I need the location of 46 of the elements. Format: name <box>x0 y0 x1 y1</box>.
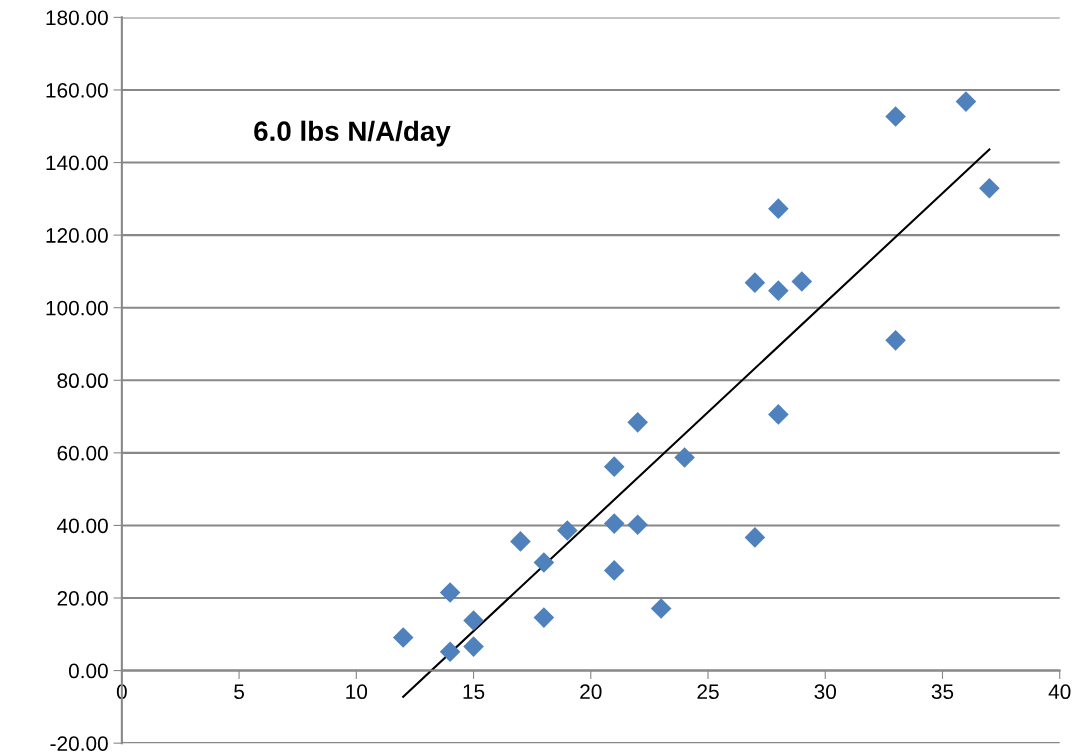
y-tick-label: 80.00 <box>57 373 108 389</box>
x-tick-label: 35 <box>931 684 954 700</box>
x-tick-label: 5 <box>234 684 245 700</box>
point <box>627 412 648 433</box>
point <box>979 178 1000 199</box>
point <box>885 106 906 127</box>
point <box>533 607 555 628</box>
x-tick-label: 15 <box>463 684 485 700</box>
point <box>768 404 789 425</box>
point <box>603 513 625 534</box>
point <box>955 91 977 112</box>
y-tick-label: 40.00 <box>57 518 108 534</box>
point <box>463 610 484 631</box>
point <box>650 598 672 619</box>
x-tick-label: 25 <box>697 684 719 700</box>
point <box>557 520 578 541</box>
y-tick-label: 100.00 <box>46 300 108 316</box>
y-tick-label: 160.00 <box>46 82 108 98</box>
point <box>744 527 766 548</box>
y-tick-label: 180.00 <box>46 10 108 26</box>
y-tick-label: 20.00 <box>57 591 108 606</box>
point <box>603 560 625 581</box>
point <box>627 514 648 535</box>
y-tick-label: 60.00 <box>57 445 108 461</box>
point <box>674 447 695 468</box>
annotation: 6.0 lbs N/A/day <box>254 120 451 147</box>
x-tick-label: 40 <box>1048 684 1071 700</box>
point <box>510 531 531 552</box>
point <box>885 330 906 351</box>
point <box>603 456 625 477</box>
y-tick-label: 120.00 <box>46 228 108 243</box>
point <box>392 627 414 648</box>
point <box>791 271 813 292</box>
point <box>768 280 789 301</box>
point <box>768 198 789 219</box>
x-tick-label: 10 <box>346 684 368 700</box>
y-tick-label: -20.00 <box>50 736 108 751</box>
y-tick-label: 0.00 <box>68 663 108 679</box>
point <box>463 636 484 657</box>
y-tick-label: 140.00 <box>46 155 108 171</box>
point <box>744 272 766 293</box>
x-tick-label: 30 <box>814 684 837 700</box>
point <box>439 641 461 662</box>
point <box>439 582 461 603</box>
point <box>533 552 555 573</box>
x-tick-label: 20 <box>580 684 602 700</box>
